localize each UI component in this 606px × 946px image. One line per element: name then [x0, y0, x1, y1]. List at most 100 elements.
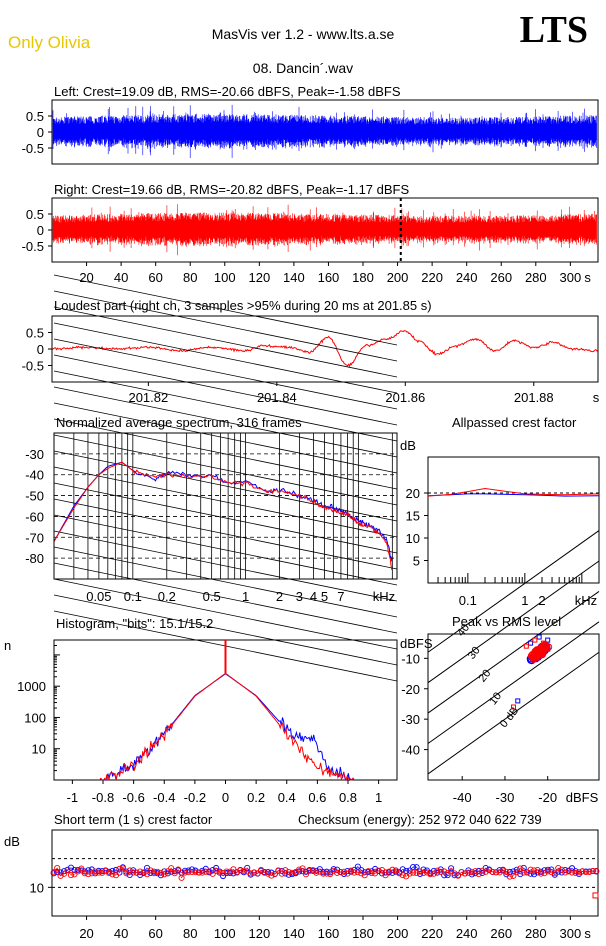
short_term_crest-point [296, 866, 303, 873]
histogram-xtick-label: -1 [67, 790, 79, 805]
short_term_crest-point [150, 870, 157, 877]
spectrum-slope-line [53, 290, 398, 362]
short_term_crest-point [430, 870, 437, 877]
short_term_crest-point [71, 871, 78, 878]
header-app-title: MasVis ver 1.2 - www.lts.a.se [211, 26, 395, 42]
peak_vs_rms-xlabel: dBFS [566, 790, 599, 805]
short_term_crest-point [140, 869, 147, 876]
short_term_crest-point [275, 867, 282, 874]
short_term_crest-point [347, 867, 354, 874]
short_term_crest-point [548, 869, 555, 876]
short_term_crest-xtick-label: 280 [525, 926, 547, 941]
short_term_crest-point [468, 871, 475, 878]
peak_vs_rms-point [523, 643, 529, 649]
spectrum-xtick-label: 0.5 [203, 589, 221, 604]
spectrum-slope-line [53, 402, 398, 474]
short_term_crest-point [282, 867, 289, 874]
right-xtick-label: 160 [318, 270, 340, 285]
short_term_crest-xtick-label: 240 [456, 926, 478, 941]
short_term_crest-xtick-label: 160 [318, 926, 340, 941]
short_term_crest-point [168, 865, 175, 872]
peak_vs_rms-diag-40 [427, 530, 600, 653]
spectrum-xtick-label: 1 [242, 589, 249, 604]
short_term_crest-xtick-label: 260 [490, 926, 512, 941]
short_term_crest-point [468, 869, 475, 876]
spectrum-title: Normalized average spectrum, 316 frames [56, 415, 302, 430]
right-xtick-label: 80 [183, 270, 197, 285]
short_term_crest-point [67, 872, 75, 879]
allpassed-xtick-label: 2 [538, 593, 545, 608]
allpassed-ytick-label: 10 [406, 531, 420, 546]
short_term_crest-series-1 [53, 867, 597, 879]
allpassed-title: Allpassed crest factor [452, 415, 577, 430]
short_term_crest-point [531, 871, 538, 878]
spectrum-ytick-label: -80 [25, 551, 44, 566]
peak_vs_rms-xtick-label: -20 [538, 790, 557, 805]
spectrum-slope-line [53, 594, 398, 666]
peak_vs_rms-point [535, 647, 543, 656]
short_term_crest-point [454, 872, 462, 879]
spectrum-slope-line [53, 530, 398, 602]
short_term_crest-point [164, 868, 171, 875]
short_term_crest-point [54, 864, 61, 872]
short_term_crest-point [261, 869, 268, 876]
allpassed-ytick-label: 5 [413, 554, 420, 569]
histogram-xtick-label: -0.2 [184, 790, 206, 805]
short_term_crest-point [358, 870, 365, 877]
short_term_crest-xtick-label: 300 [560, 926, 582, 941]
peak_vs_rms-diag-label: 30 [466, 645, 483, 662]
short_term_crest-point [434, 867, 441, 874]
spectrum-slope-line [53, 450, 398, 522]
spectrum-slope-line [53, 546, 398, 618]
spectrum-xtick-label: 2 [276, 589, 283, 604]
short_term_crest-point [458, 869, 465, 876]
short_term_crest-xtick-label: 200 [387, 926, 409, 941]
right-xtick-label: 60 [148, 270, 162, 285]
short_term_crest-point [389, 866, 396, 873]
peak_vs_rms-point [536, 649, 544, 658]
short_term_crest-point [171, 868, 178, 875]
right-title: Right: Crest=19.66 dB, RMS=-20.82 dBFS, … [54, 182, 409, 197]
short_term_crest-point [416, 868, 424, 875]
right-xtick-label: 120 [248, 270, 270, 285]
short_term_crest-point [316, 868, 323, 875]
right-xtick-label: 100 [214, 270, 236, 285]
right-xtick-label: s [584, 270, 591, 285]
short_term_crest-point [406, 870, 413, 877]
right-ytick-label: 0 [37, 223, 44, 238]
short_term_crest-point [299, 865, 306, 872]
short_term_crest-point [527, 870, 534, 877]
short_term_crest-point [592, 892, 599, 899]
short_term_crest-point [486, 867, 493, 874]
spectrum-xtick-label: 4 [310, 589, 317, 604]
allpassed-frame [427, 456, 600, 584]
short_term_crest-point [123, 868, 130, 875]
peak_vs_rms-diag-20 [427, 591, 600, 714]
spectrum-mask [0, 433, 53, 579]
loudest-line [51, 330, 599, 368]
short_term_crest-annotation: Checksum (energy): 252 972 040 622 739 [298, 812, 542, 827]
short_term_crest-point [264, 870, 272, 877]
short_term_crest-point [209, 870, 216, 877]
spectrum-slope-line [53, 434, 398, 506]
peak_vs_rms-ytick-label: -30 [401, 712, 420, 727]
spectrum-slope-line [53, 354, 398, 426]
short_term_crest-point [375, 867, 382, 874]
short_term_crest-xtick-label: 220 [421, 926, 443, 941]
histogram-title: Histogram, "bits": 15.1/15.2 [56, 616, 213, 631]
short_term_crest-point [506, 873, 513, 880]
short_term_crest-point [109, 871, 116, 878]
right-xtick-label: 200 [387, 270, 409, 285]
left-ytick-label: 0 [37, 125, 44, 140]
short_term_crest-point [230, 866, 237, 873]
spectrum-slope-line [53, 322, 398, 394]
short_term_crest-xtick-label: 40 [114, 926, 128, 941]
short_term_crest-point [334, 869, 341, 876]
short_term_crest-xtick-label: 80 [183, 926, 197, 941]
short_term_crest-point [285, 869, 292, 876]
loudest-xtick-label: 201.88 [514, 390, 554, 405]
short_term_crest-point [85, 871, 92, 878]
spectrum-xtick-label: kHz [373, 589, 395, 604]
histogram-xtick-label: 0.8 [339, 790, 357, 805]
